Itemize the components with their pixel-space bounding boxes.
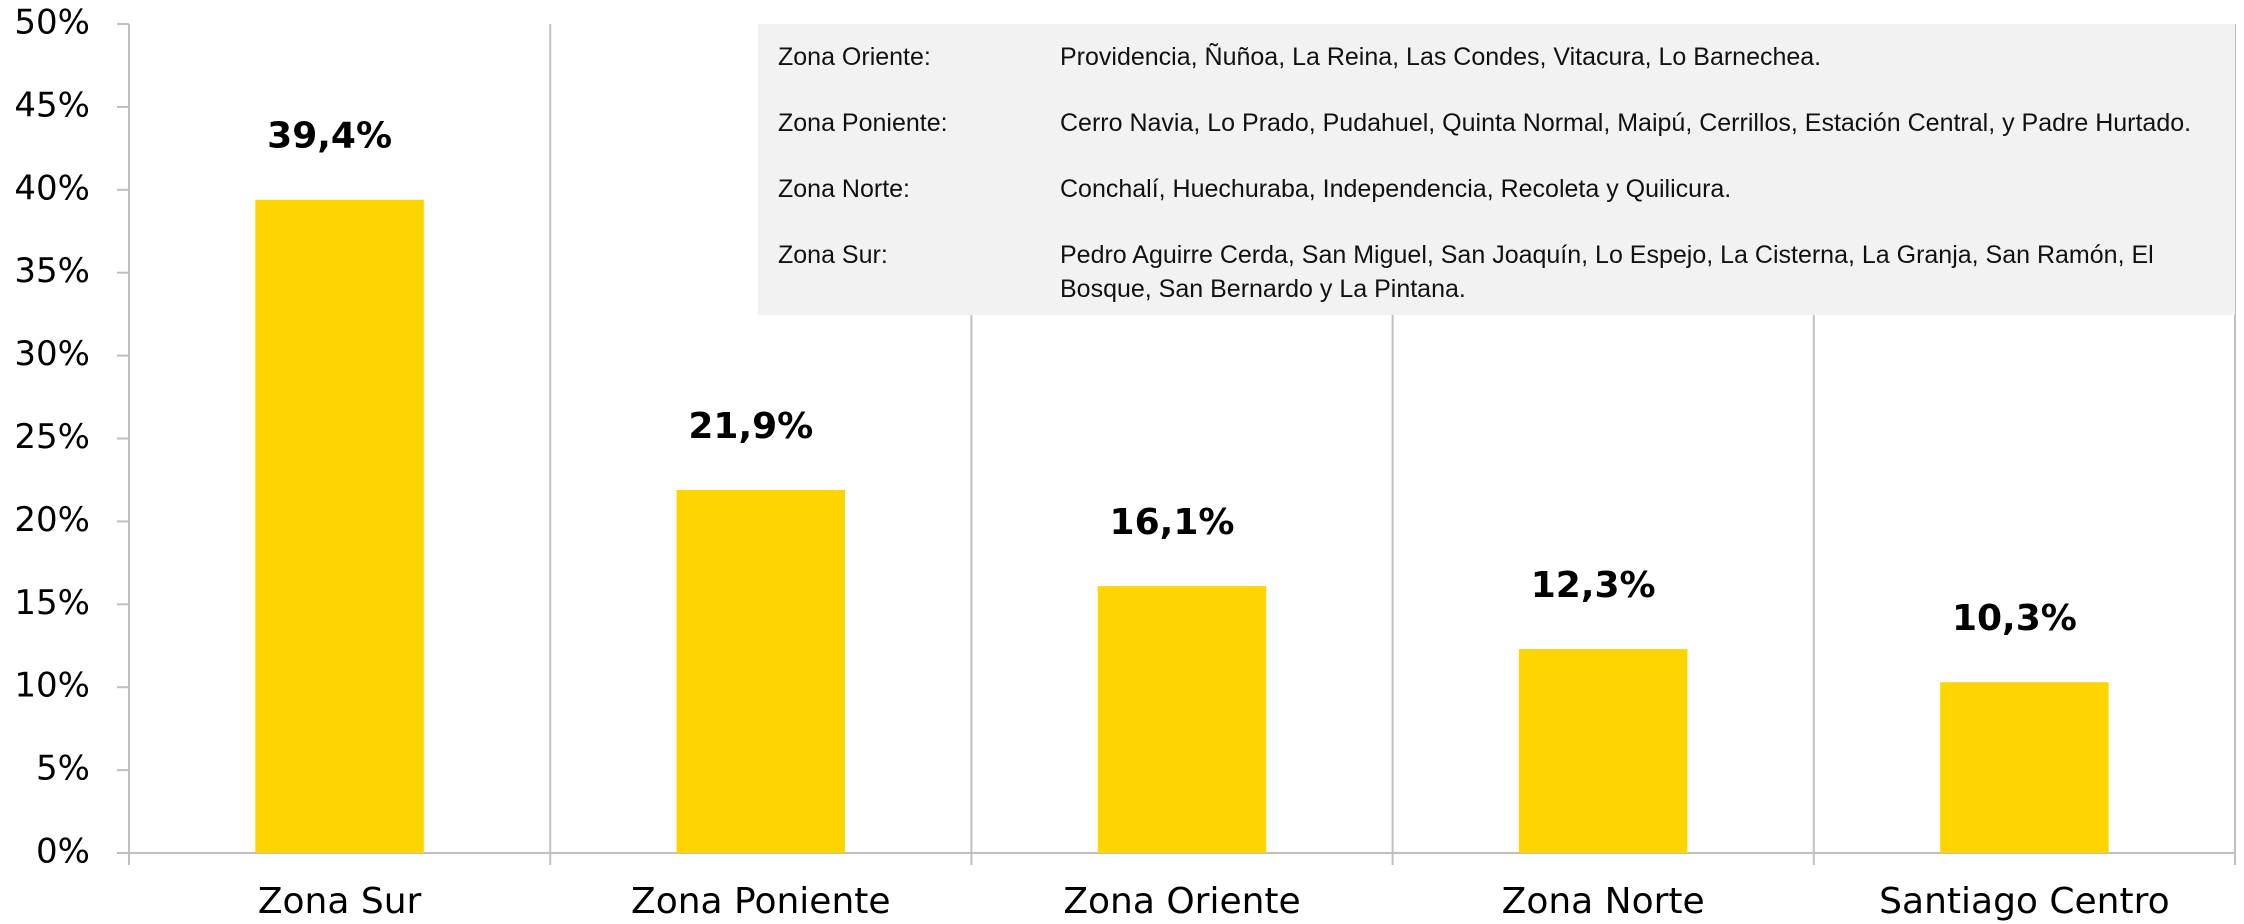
y-tick-label: 25% [14, 417, 90, 457]
y-tick-label: 15% [14, 583, 90, 623]
bar [676, 489, 846, 853]
x-tick-label: Zona Sur [258, 881, 422, 922]
note-label: Zona Oriente: [778, 43, 931, 71]
y-tick-label: 30% [14, 334, 90, 374]
x-tick-label: Zona Norte [1502, 881, 1705, 922]
value-label: 10,3% [1952, 598, 2077, 639]
bar [1097, 586, 1267, 853]
y-tick-label: 40% [14, 168, 90, 208]
x-tick-label: Zona Oriente [1063, 881, 1300, 922]
note-text: Pedro Aguirre Cerda, San Miguel, San Joa… [1060, 241, 2154, 303]
y-tick-label: 20% [14, 500, 90, 540]
note-text: Cerro Navia, Lo Prado, Pudahuel, Quinta … [1060, 109, 2192, 137]
value-label: 16,1% [1110, 502, 1235, 543]
note-label: Zona Poniente: [778, 109, 948, 137]
value-label: 21,9% [688, 406, 813, 447]
y-tick-label: 50% [14, 3, 90, 43]
note-label: Zona Sur: [778, 241, 888, 269]
note-row: Zona Poniente: Cerro Navia, Lo Prado, Pud… [758, 106, 2235, 140]
note-text: Providencia, Ñuñoa, La Reina, Las Condes… [1060, 43, 1822, 71]
value-label: 12,3% [1531, 565, 1656, 606]
y-tick-label: 0% [36, 832, 90, 872]
bar [1940, 682, 2109, 853]
y-tick-label: 10% [14, 666, 90, 706]
value-label: 39,4% [267, 116, 392, 157]
bar [1518, 649, 1688, 853]
note-label: Zona Norte: [778, 175, 911, 203]
y-tick-label: 35% [14, 251, 90, 291]
x-tick-label: Zona Poniente [631, 881, 891, 922]
note-row: Zona Oriente: Providencia, Ñuñoa, La Rein… [758, 40, 2235, 74]
bar [255, 199, 424, 854]
x-tick-label: Santiago Centro [1879, 881, 2169, 922]
y-tick-label: 5% [36, 749, 90, 789]
notes-box: Zona Oriente: Providencia, Ñuñoa, La Rein… [758, 24, 2235, 315]
note-row: Zona Norte: Conchalí, Huechuraba, Indepen… [758, 172, 2235, 206]
y-tick-label: 45% [14, 85, 90, 125]
note-row: Zona Sur: Pedro Aguirre Cerda, San Miguel… [758, 238, 2235, 306]
note-text: Conchalí, Huechuraba, Independencia, Rec… [1060, 175, 1732, 203]
